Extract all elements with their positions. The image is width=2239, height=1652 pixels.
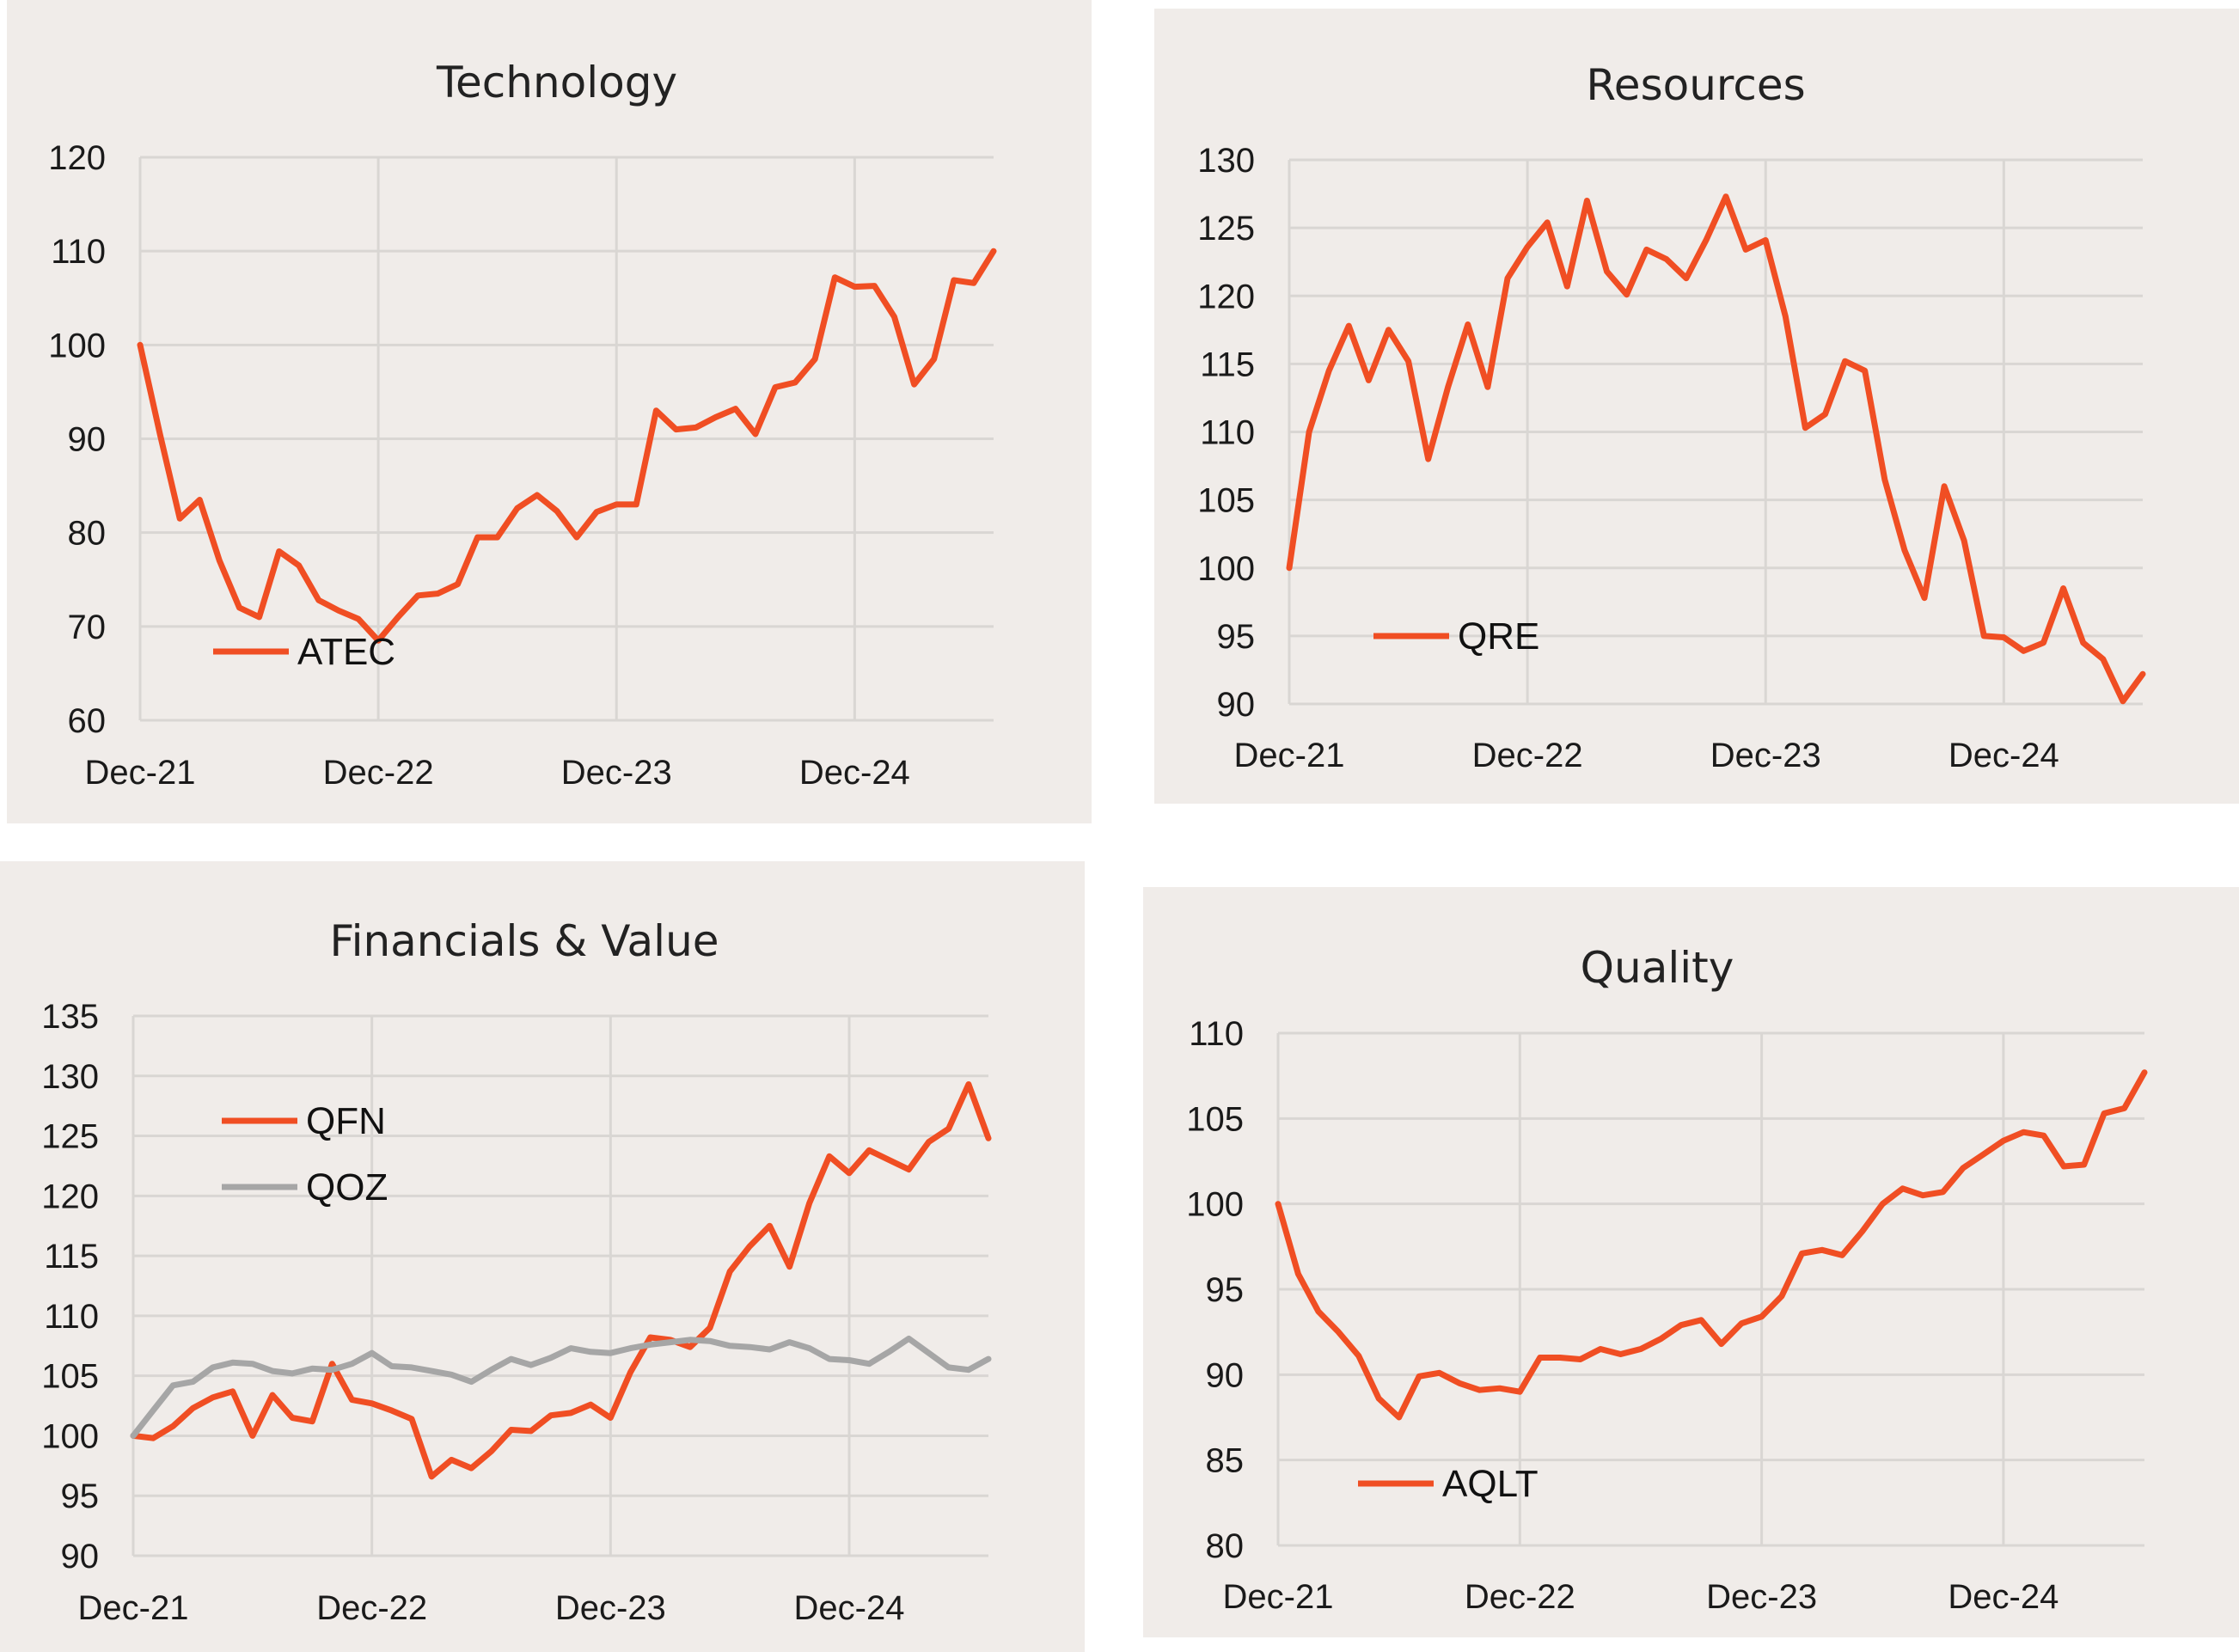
x-tick-label: Dec-24 [799,754,910,792]
y-tick-label: 95 [1217,618,1256,656]
y-tick-label: 90 [1217,686,1256,724]
x-tick-label: Dec-22 [316,1589,427,1627]
y-tick-label: 110 [1200,414,1255,452]
y-tick-label: 130 [41,1058,99,1096]
x-tick-label: Dec-23 [555,1589,666,1627]
financials-value-chart-panel: Financials & Value 90 95 100 105 110 115 120 125… [0,861,1085,1652]
x-tick-label: Dec-24 [794,1589,905,1627]
chart-title: Resources [1586,60,1805,110]
y-tick-label: 100 [48,327,106,364]
y-tick-label: 95 [1206,1271,1245,1309]
series-line-qre [1286,193,2146,705]
x-tick-label: Dec-23 [1706,1578,1817,1616]
y-tick-label: 120 [48,139,106,177]
y-tick-label: 120 [1197,278,1255,315]
x-tick-label: Dec-24 [1948,1578,2059,1616]
y-tick-label: 100 [1197,550,1255,588]
y-tick-label: 100 [1186,1186,1244,1224]
x-tick-label: Dec-23 [1710,737,1821,774]
x-tick-label: Dec-21 [1234,737,1345,774]
legend-label-qfn: QFN [306,1100,386,1142]
x-tick-label: Dec-21 [1223,1578,1334,1616]
y-tick-label: 80 [68,515,107,553]
x-tick-label: Dec-23 [561,754,672,792]
y-tick-label: 110 [51,233,106,271]
resources-chart-svg: Resources 90 95 100 105 110 115 120 125 130 Dec-21… [1197,60,2146,774]
legend-label-qre: QRE [1458,615,1539,658]
legend-label-aqlt: AQLT [1442,1463,1539,1505]
technology-chart-svg: Technology 60 70 80 90 100 110 120 Dec-21 Dec-22 D… [48,58,997,792]
technology-chart-panel: Technology 60 70 80 90 100 110 120 Dec-21 Dec-22 D… [7,0,1092,823]
financials-value-chart-svg: Financials & Value 90 95 100 105 110 115 120 125… [41,916,992,1627]
x-tick-label: Dec-22 [323,754,434,792]
legend-label-qoz: QOZ [306,1166,388,1208]
y-tick-label: 105 [41,1358,99,1396]
y-tick-label: 135 [41,998,99,1036]
y-tick-label: 100 [41,1417,99,1455]
chart-title: Financials & Value [329,916,719,966]
legend-label-atec: ATEC [297,631,395,673]
y-tick-label: 95 [61,1478,100,1515]
y-tick-label: 60 [68,702,107,740]
y-tick-label: 130 [1197,142,1255,180]
y-tick-label: 80 [1206,1527,1245,1565]
quality-chart-svg: Quality 80 85 90 95 100 105 110 Dec-21 Dec-22 Dec-… [1186,943,2148,1616]
chart-title: Quality [1581,943,1734,993]
y-tick-label: 90 [61,1538,100,1576]
series-line-atec [137,248,997,644]
x-tick-label: Dec-21 [78,1589,189,1627]
series-line-qoz [130,1335,992,1439]
y-tick-label: 105 [1186,1100,1244,1138]
y-tick-label: 110 [44,1298,99,1336]
x-tick-label: Dec-21 [85,754,196,792]
x-tick-label: Dec-22 [1472,737,1583,774]
y-tick-label: 125 [41,1118,99,1156]
y-tick-label: 70 [68,609,107,646]
quality-chart-panel: Quality 80 85 90 95 100 105 110 Dec-21 Dec-22 Dec-… [1143,887,2239,1637]
y-tick-label: 125 [1197,210,1255,248]
x-tick-label: Dec-24 [1948,737,2059,774]
y-tick-label: 105 [1197,482,1255,520]
y-tick-label: 120 [41,1178,99,1215]
x-tick-label: Dec-22 [1465,1578,1575,1616]
resources-chart-panel: Resources 90 95 100 105 110 115 120 125 130 Dec-21… [1154,9,2239,804]
y-tick-label: 90 [1206,1356,1245,1394]
chart-title: Technology [436,58,677,107]
y-tick-label: 85 [1206,1442,1245,1480]
series-line-qfn [130,1081,992,1480]
y-tick-label: 90 [68,421,107,459]
series-line-aqlt [1275,1069,2148,1421]
y-tick-label: 115 [1200,346,1255,383]
y-tick-label: 115 [44,1238,99,1276]
y-tick-label: 110 [1189,1015,1244,1053]
